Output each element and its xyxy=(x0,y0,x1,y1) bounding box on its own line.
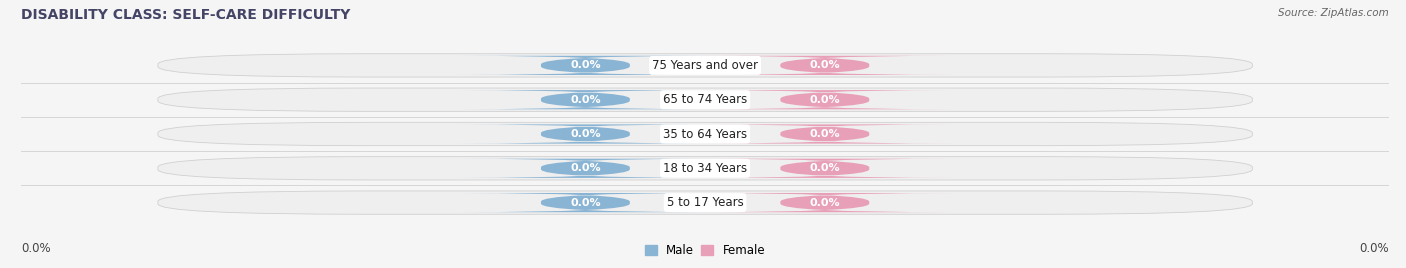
Text: 35 to 64 Years: 35 to 64 Years xyxy=(664,128,747,140)
Text: 65 to 74 Years: 65 to 74 Years xyxy=(664,93,747,106)
Text: 5 to 17 Years: 5 to 17 Years xyxy=(666,196,744,209)
FancyBboxPatch shape xyxy=(457,124,713,144)
FancyBboxPatch shape xyxy=(457,56,713,75)
FancyBboxPatch shape xyxy=(697,56,953,75)
Text: 0.0%: 0.0% xyxy=(21,241,51,255)
FancyBboxPatch shape xyxy=(457,193,713,212)
Text: 18 to 34 Years: 18 to 34 Years xyxy=(664,162,747,175)
Text: 0.0%: 0.0% xyxy=(810,60,841,70)
Text: 0.0%: 0.0% xyxy=(810,198,841,208)
FancyBboxPatch shape xyxy=(457,159,713,178)
Text: 0.0%: 0.0% xyxy=(569,129,600,139)
Text: DISABILITY CLASS: SELF-CARE DIFFICULTY: DISABILITY CLASS: SELF-CARE DIFFICULTY xyxy=(21,8,350,22)
FancyBboxPatch shape xyxy=(157,54,1253,77)
FancyBboxPatch shape xyxy=(157,88,1253,111)
Text: 0.0%: 0.0% xyxy=(810,95,841,105)
Text: 0.0%: 0.0% xyxy=(810,129,841,139)
FancyBboxPatch shape xyxy=(697,90,953,109)
FancyBboxPatch shape xyxy=(697,193,953,212)
Legend: Male, Female: Male, Female xyxy=(640,239,770,262)
Text: Source: ZipAtlas.com: Source: ZipAtlas.com xyxy=(1278,8,1389,18)
FancyBboxPatch shape xyxy=(157,191,1253,214)
FancyBboxPatch shape xyxy=(157,157,1253,180)
FancyBboxPatch shape xyxy=(157,122,1253,146)
FancyBboxPatch shape xyxy=(697,159,953,178)
Text: 0.0%: 0.0% xyxy=(569,60,600,70)
FancyBboxPatch shape xyxy=(697,124,953,144)
FancyBboxPatch shape xyxy=(457,90,713,109)
Text: 0.0%: 0.0% xyxy=(569,95,600,105)
Text: 0.0%: 0.0% xyxy=(810,163,841,173)
Text: 0.0%: 0.0% xyxy=(569,198,600,208)
Text: 0.0%: 0.0% xyxy=(1360,241,1389,255)
Text: 75 Years and over: 75 Years and over xyxy=(652,59,758,72)
Text: 0.0%: 0.0% xyxy=(569,163,600,173)
